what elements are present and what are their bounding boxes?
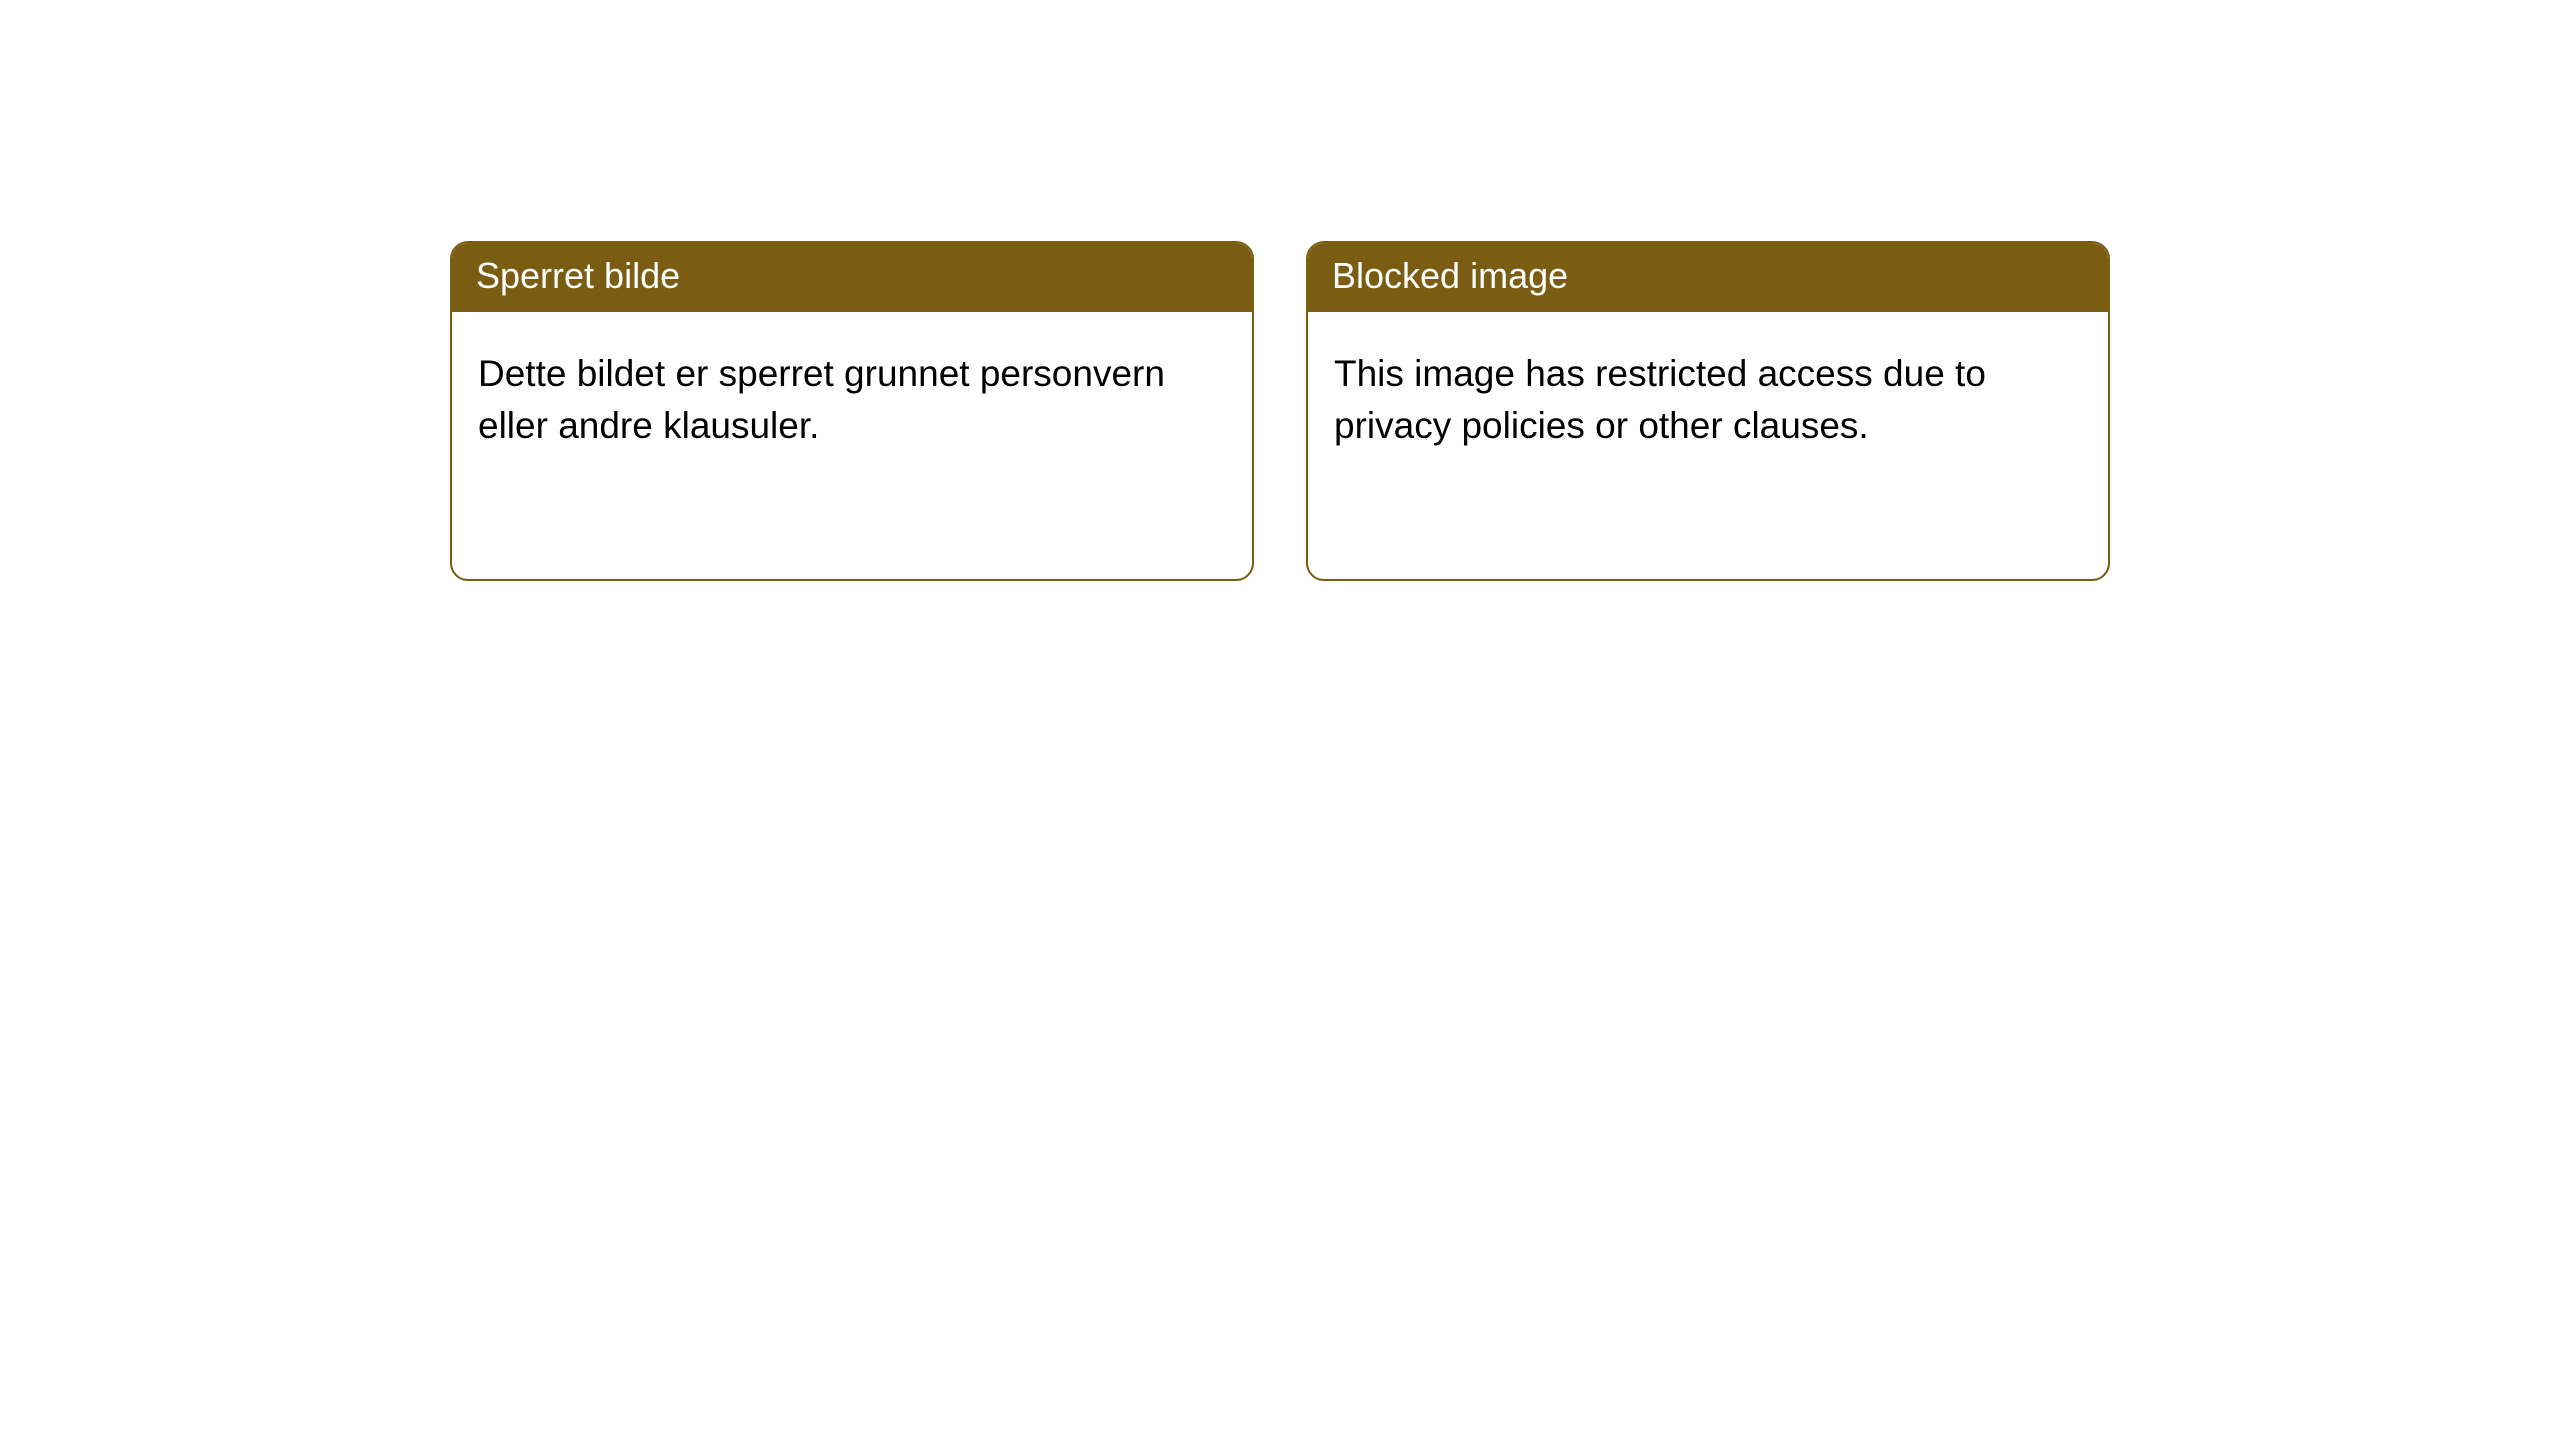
card-header: Sperret bilde [452,243,1252,312]
cards-container: Sperret bilde Dette bildet er sperret gr… [450,241,2110,581]
card-body: Dette bildet er sperret grunnet personve… [452,312,1252,488]
blocked-image-card-no: Sperret bilde Dette bildet er sperret gr… [450,241,1254,581]
blocked-image-card-en: Blocked image This image has restricted … [1306,241,2110,581]
card-header: Blocked image [1308,243,2108,312]
card-body: This image has restricted access due to … [1308,312,2108,488]
